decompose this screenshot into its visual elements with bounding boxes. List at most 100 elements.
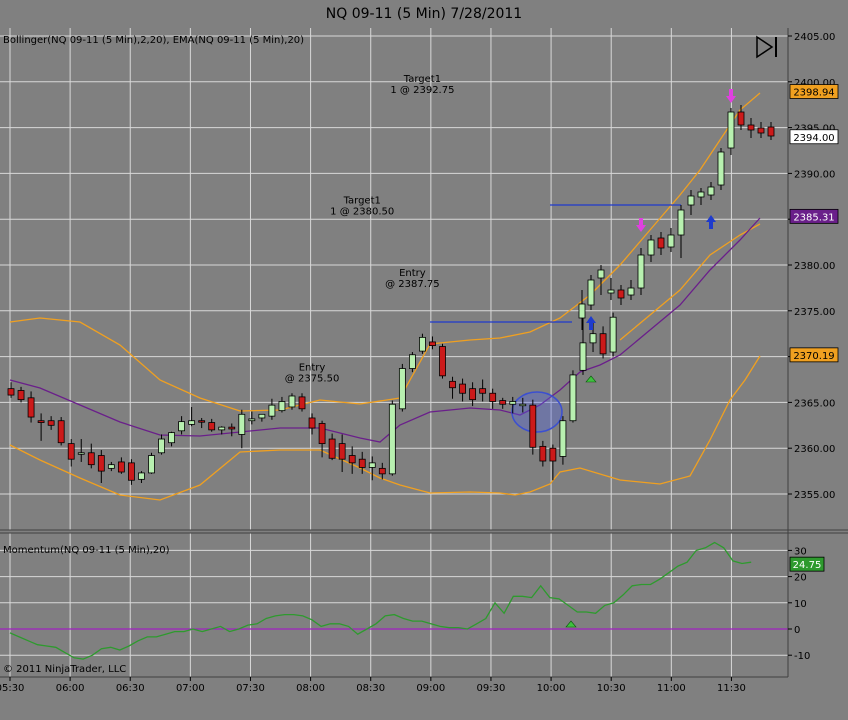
candle[interactable] xyxy=(368,462,376,468)
candle[interactable] xyxy=(727,111,735,149)
price-tick-label: 2355.00 xyxy=(794,490,835,501)
bollinger-upper-line xyxy=(9,92,761,412)
candle[interactable] xyxy=(519,403,527,407)
candle[interactable] xyxy=(747,124,755,131)
candle[interactable] xyxy=(499,400,507,405)
candles xyxy=(7,105,775,485)
bollinger-middle-line xyxy=(619,223,761,341)
candle[interactable] xyxy=(328,438,336,459)
candle[interactable] xyxy=(529,404,537,448)
candle[interactable] xyxy=(268,404,276,417)
candle[interactable] xyxy=(208,422,216,431)
candle[interactable] xyxy=(579,342,587,371)
candle[interactable] xyxy=(338,443,346,460)
candle[interactable] xyxy=(707,186,715,196)
price-badge: 2398.94 xyxy=(789,84,839,99)
candle[interactable] xyxy=(288,395,296,408)
candle[interactable] xyxy=(198,420,206,423)
skip-end-icon[interactable] xyxy=(756,35,777,59)
candle[interactable] xyxy=(77,452,85,455)
candle[interactable] xyxy=(188,420,196,425)
candle[interactable] xyxy=(67,443,75,460)
candle[interactable] xyxy=(667,234,675,248)
candle[interactable] xyxy=(128,462,135,481)
candle[interactable] xyxy=(318,423,326,445)
candle[interactable] xyxy=(298,396,306,410)
candle[interactable] xyxy=(647,239,655,256)
candle[interactable] xyxy=(348,455,356,464)
candle[interactable] xyxy=(627,287,635,296)
candle[interactable] xyxy=(607,289,615,294)
candle[interactable] xyxy=(87,452,95,466)
candle[interactable] xyxy=(767,126,775,137)
time-tick-label: 10:30 xyxy=(597,683,626,694)
signal-triangle-icon xyxy=(565,620,577,628)
candle[interactable] xyxy=(388,403,396,475)
price-badge: 2385.31 xyxy=(789,208,839,224)
candle[interactable] xyxy=(248,418,256,422)
candle[interactable] xyxy=(697,191,705,198)
candle[interactable] xyxy=(47,420,55,426)
time-tick-label: 08:30 xyxy=(356,683,385,694)
candle[interactable] xyxy=(429,341,436,347)
candle[interactable] xyxy=(469,388,477,401)
candle[interactable] xyxy=(569,374,577,422)
time-tick-label: 09:00 xyxy=(416,683,445,694)
candle[interactable] xyxy=(489,392,497,402)
price-badge-label: 2398.94 xyxy=(793,88,834,99)
candle[interactable] xyxy=(218,426,226,431)
candle[interactable] xyxy=(539,445,547,462)
candle[interactable] xyxy=(439,346,446,377)
candle[interactable] xyxy=(717,151,725,186)
candle[interactable] xyxy=(258,413,266,419)
candle[interactable] xyxy=(549,447,557,462)
candle[interactable] xyxy=(138,472,145,480)
candle[interactable] xyxy=(178,421,185,432)
candle[interactable] xyxy=(168,432,175,444)
copyright-label: © 2011 NinjaTrader, LLC xyxy=(3,664,126,675)
signal-triangle-icon xyxy=(585,375,597,383)
candle[interactable] xyxy=(278,401,286,412)
candle[interactable] xyxy=(238,413,246,435)
candle[interactable] xyxy=(378,467,386,475)
candle[interactable] xyxy=(559,420,567,457)
candle[interactable] xyxy=(228,426,236,430)
candle[interactable] xyxy=(117,461,125,473)
candle[interactable] xyxy=(459,383,466,394)
candle[interactable] xyxy=(408,354,416,369)
candle[interactable] xyxy=(677,209,685,236)
candle[interactable] xyxy=(308,417,316,429)
candle[interactable] xyxy=(37,420,45,423)
candle[interactable] xyxy=(358,458,366,468)
candle[interactable] xyxy=(148,455,155,474)
candle[interactable] xyxy=(509,401,517,405)
candle[interactable] xyxy=(637,254,645,289)
candle[interactable] xyxy=(419,336,426,352)
candle[interactable] xyxy=(158,438,165,454)
candle[interactable] xyxy=(479,388,487,394)
candle[interactable] xyxy=(57,420,65,444)
candle[interactable] xyxy=(599,333,607,355)
candle[interactable] xyxy=(27,397,35,418)
time-axis: 05:30 06:00 06:30 07:00 07:30 08:00 08:30 09:00… xyxy=(0,677,746,694)
candle[interactable] xyxy=(757,127,765,134)
candle[interactable] xyxy=(398,368,406,410)
candle[interactable] xyxy=(589,333,597,344)
momentum-tick-label: 10 xyxy=(794,599,807,610)
candle[interactable] xyxy=(107,464,115,469)
candle[interactable] xyxy=(597,269,605,279)
candle[interactable] xyxy=(97,455,105,472)
price-tick-label: 2365.00 xyxy=(794,398,835,409)
candle[interactable] xyxy=(449,380,456,389)
candle[interactable] xyxy=(687,195,695,206)
candle[interactable] xyxy=(17,390,25,401)
candle[interactable] xyxy=(578,303,586,319)
candle[interactable] xyxy=(587,279,595,306)
time-tick-label: 10:00 xyxy=(537,683,566,694)
candle[interactable] xyxy=(737,111,745,126)
candle[interactable] xyxy=(609,316,617,353)
candle[interactable] xyxy=(7,388,15,396)
candle[interactable] xyxy=(617,289,625,299)
candle[interactable] xyxy=(657,237,665,249)
